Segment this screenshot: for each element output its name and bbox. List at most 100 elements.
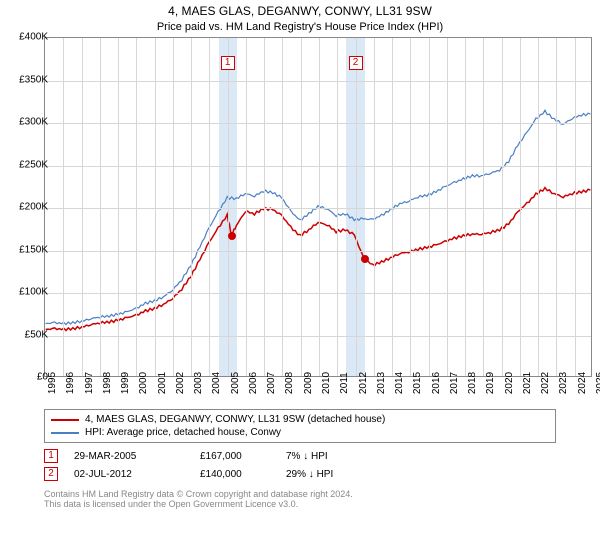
gridline-v — [282, 38, 283, 376]
gridline-v — [556, 38, 557, 376]
gridline-v — [502, 38, 503, 376]
gridline-v — [301, 38, 302, 376]
legend-swatch — [51, 419, 79, 421]
xtick-label: 2025 — [595, 372, 600, 394]
footnote-line: Contains HM Land Registry data © Crown c… — [44, 489, 556, 499]
xtick-label: 2013 — [376, 372, 387, 394]
gridline-v — [82, 38, 83, 376]
ytick-label: £250K — [8, 159, 48, 170]
xtick-label: 2003 — [193, 372, 204, 394]
gridline-h — [45, 293, 591, 294]
ytick-label: £200K — [8, 202, 48, 213]
gridline-v — [374, 38, 375, 376]
table-row: 1 29-MAR-2005 £167,000 7% ↓ HPI — [44, 447, 556, 465]
sale-delta: 7% ↓ HPI — [286, 451, 346, 462]
gridline-v — [520, 38, 521, 376]
sale-date: 02-JUL-2012 — [74, 469, 184, 480]
xtick-label: 2004 — [211, 372, 222, 394]
sale-price: £140,000 — [200, 469, 270, 480]
xtick-label: 1999 — [120, 372, 131, 394]
xtick-label: 1997 — [84, 372, 95, 394]
legend-label: HPI: Average price, detached house, Conw… — [85, 427, 281, 438]
gridline-v — [429, 38, 430, 376]
gridline-h — [45, 81, 591, 82]
xtick-label: 2023 — [558, 372, 569, 394]
xtick-label: 2015 — [412, 372, 423, 394]
sale-marker — [228, 232, 236, 240]
ytick-label: £300K — [8, 117, 48, 128]
gridline-h — [45, 166, 591, 167]
legend-swatch — [51, 432, 79, 434]
gridline-v — [136, 38, 137, 376]
xtick-label: 2017 — [449, 372, 460, 394]
xtick-label: 2006 — [248, 372, 259, 394]
ytick-label: £50K — [8, 329, 48, 340]
ytick-label: £100K — [8, 287, 48, 298]
sale-marker-label: 1 — [221, 56, 235, 70]
xtick-label: 1995 — [47, 372, 58, 394]
xtick-label: 2012 — [358, 372, 369, 394]
sale-price: £167,000 — [200, 451, 270, 462]
xtick-label: 2007 — [266, 372, 277, 394]
xtick-label: 2009 — [303, 372, 314, 394]
footnote-line: This data is licensed under the Open Gov… — [44, 499, 556, 509]
chart-subtitle: Price paid vs. HM Land Registry's House … — [0, 18, 600, 37]
gridline-v — [191, 38, 192, 376]
legend-item: HPI: Average price, detached house, Conw… — [51, 426, 549, 439]
plot-region: 12 — [44, 37, 592, 377]
xtick-label: 2018 — [467, 372, 478, 394]
footnote: Contains HM Land Registry data © Crown c… — [44, 489, 556, 509]
xtick-label: 2014 — [394, 372, 405, 394]
series-line — [46, 188, 591, 331]
gridline-v — [209, 38, 210, 376]
sale-marker-label: 2 — [349, 56, 363, 70]
ytick-label: £400K — [8, 32, 48, 43]
xtick-label: 2020 — [504, 372, 515, 394]
gridline-h — [45, 208, 591, 209]
table-row: 2 02-JUL-2012 £140,000 29% ↓ HPI — [44, 465, 556, 483]
gridline-v — [118, 38, 119, 376]
gridline-v — [63, 38, 64, 376]
xtick-label: 2019 — [485, 372, 496, 394]
xtick-label: 2008 — [284, 372, 295, 394]
gridline-h — [45, 123, 591, 124]
gridline-v — [447, 38, 448, 376]
gridline-v — [465, 38, 466, 376]
xtick-label: 2021 — [522, 372, 533, 394]
gridline-v — [356, 38, 357, 376]
xtick-label: 2005 — [230, 372, 241, 394]
gridline-v — [575, 38, 576, 376]
sale-date: 29-MAR-2005 — [74, 451, 184, 462]
chart-area: 12 1995199619971998199920002001200220032… — [44, 37, 592, 407]
ytick-label: £150K — [8, 244, 48, 255]
xtick-label: 2001 — [157, 372, 168, 394]
xtick-label: 2011 — [339, 372, 350, 394]
gridline-v — [392, 38, 393, 376]
legend-item: 4, MAES GLAS, DEGANWY, CONWY, LL31 9SW (… — [51, 413, 549, 426]
sale-delta: 29% ↓ HPI — [286, 469, 346, 480]
sales-table: 1 29-MAR-2005 £167,000 7% ↓ HPI 2 02-JUL… — [44, 447, 556, 483]
chart-title: 4, MAES GLAS, DEGANWY, CONWY, LL31 9SW — [0, 0, 600, 18]
legend-label: 4, MAES GLAS, DEGANWY, CONWY, LL31 9SW (… — [85, 414, 385, 425]
sale-badge: 2 — [44, 467, 58, 481]
chart-container: 4, MAES GLAS, DEGANWY, CONWY, LL31 9SW P… — [0, 0, 600, 560]
gridline-v — [337, 38, 338, 376]
xtick-label: 2002 — [175, 372, 186, 394]
gridline-v — [173, 38, 174, 376]
gridline-v — [319, 38, 320, 376]
xtick-label: 2024 — [577, 372, 588, 394]
xtick-label: 2022 — [540, 372, 551, 394]
series-lines — [45, 38, 591, 376]
ytick-label: £350K — [8, 74, 48, 85]
xtick-label: 2016 — [431, 372, 442, 394]
gridline-v — [538, 38, 539, 376]
legend: 4, MAES GLAS, DEGANWY, CONWY, LL31 9SW (… — [44, 409, 556, 443]
ytick-label: £0 — [8, 372, 48, 383]
gridline-v — [264, 38, 265, 376]
xtick-label: 2010 — [321, 372, 332, 394]
gridline-h — [45, 336, 591, 337]
xtick-label: 1998 — [102, 372, 113, 394]
gridline-v — [410, 38, 411, 376]
gridline-v — [155, 38, 156, 376]
gridline-v — [483, 38, 484, 376]
